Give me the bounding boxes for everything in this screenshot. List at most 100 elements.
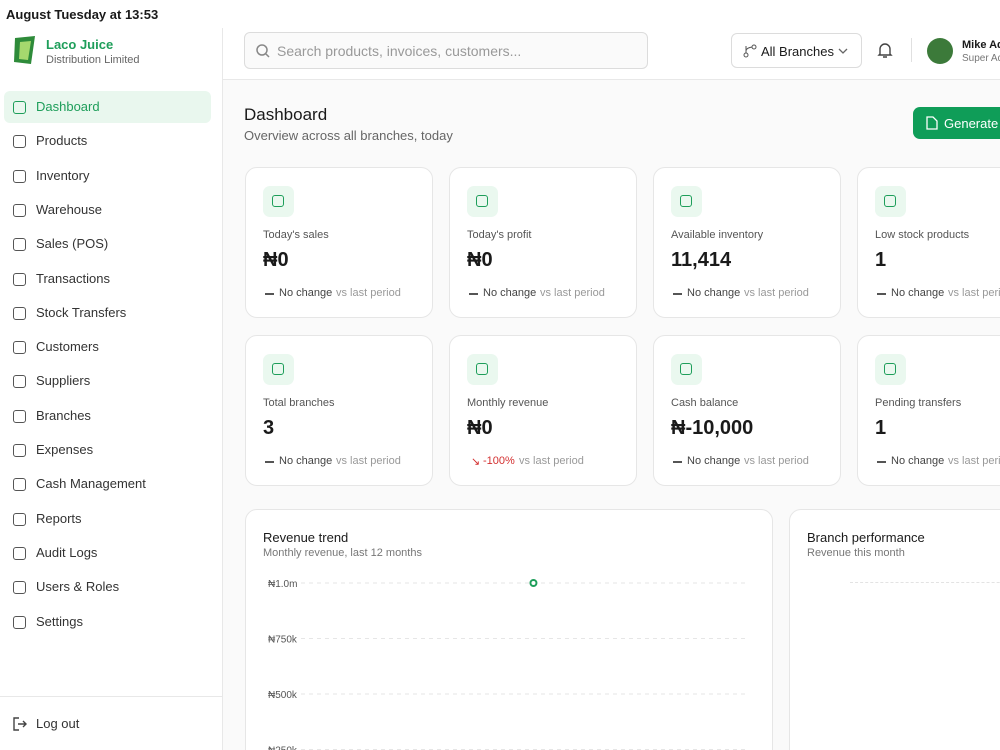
nav-label: Reports — [36, 510, 82, 526]
change-icon — [877, 293, 886, 295]
data-point — [529, 579, 538, 587]
y-tick-label: ₦250k — [268, 746, 298, 750]
stat-suffix: vs last period — [744, 455, 809, 467]
branch-title: Branch performance — [807, 530, 925, 545]
revenue-title: Revenue trend — [263, 530, 349, 545]
nav-label: Sales (POS) — [36, 236, 109, 252]
stat-change: No change — [483, 287, 537, 299]
stat-label: Available inventory — [671, 229, 764, 241]
nav-icon — [13, 101, 26, 114]
generate-button[interactable]: Generate — [913, 107, 1000, 139]
brand-logo — [14, 36, 35, 64]
stat-icon — [875, 354, 906, 385]
bell[interactable] — [876, 41, 894, 59]
change-icon — [265, 293, 274, 295]
nav-icon — [13, 512, 26, 526]
nav-icon — [13, 444, 26, 457]
stat-value: 11,414 — [671, 249, 732, 271]
nav-icon — [13, 272, 26, 286]
stat-icon — [263, 186, 294, 217]
nav-label: Dashboard — [36, 99, 100, 114]
nav-icon — [13, 169, 26, 183]
logout-separator — [0, 696, 222, 697]
generate-label: Generate — [944, 116, 999, 131]
stat-value: 3 — [263, 417, 275, 439]
stat-change: No change — [687, 455, 741, 467]
search-box[interactable]: Search products, invoices, customers... — [244, 32, 648, 69]
nav-label: Branches — [36, 407, 91, 423]
nav-icon — [13, 306, 26, 320]
doc-icon — [926, 116, 938, 130]
revenue-chart: ₦1.0m ₦750k ₦500k ₦250k — [268, 579, 748, 750]
stat-suffix: vs last period — [948, 455, 1000, 467]
change-icon — [265, 461, 274, 463]
stat-icon-glyph — [884, 195, 896, 207]
user-role: Super Ad — [962, 53, 1000, 64]
branch-selector[interactable]: All Branches — [731, 33, 862, 68]
stat-icon-glyph — [476, 195, 488, 207]
stat-label: Cash balance — [671, 397, 739, 409]
nav-icon — [13, 341, 26, 355]
stat-icon — [263, 354, 294, 385]
nav-label: Stock Transfers — [36, 304, 127, 320]
change-icon — [673, 293, 682, 295]
nav-icon — [13, 135, 26, 149]
change-icon: ↘ — [471, 456, 481, 468]
stat-value: 1 — [875, 417, 887, 439]
stat-icon-glyph — [476, 363, 488, 375]
stat-icon — [875, 186, 906, 217]
nav-icon — [13, 478, 26, 492]
chevron — [838, 48, 848, 54]
user-name: Mike Ad — [962, 39, 1000, 51]
stat-change: No change — [891, 455, 945, 467]
branch-subtitle: Revenue this month — [807, 547, 905, 559]
stat-label: Today's profit — [467, 229, 532, 241]
nav-icon — [13, 203, 26, 217]
status-time: August Tuesday at 13:53 — [6, 7, 159, 22]
stat-label: Monthly revenue — [467, 397, 549, 409]
stat-icon-glyph — [272, 195, 284, 207]
stat-icon — [467, 186, 498, 217]
stat-change: -100% — [483, 455, 515, 467]
stat-icon-glyph — [272, 363, 284, 375]
nav-label: Settings — [36, 613, 83, 629]
stat-value: ₦0 — [467, 417, 493, 439]
y-tick-label: ₦750k — [268, 635, 298, 646]
nav-icon — [13, 375, 26, 389]
stat-icon — [467, 354, 498, 385]
stat-change: No change — [891, 287, 945, 299]
nav-label: Suppliers — [36, 373, 91, 389]
divider — [911, 38, 912, 62]
nav-label: Products — [36, 133, 88, 149]
stat-label: Pending transfers — [875, 397, 962, 409]
stat-icon-glyph — [680, 195, 692, 207]
brand-subtitle: Distribution Limited — [46, 54, 140, 66]
stat-value: ₦0 — [263, 249, 289, 271]
stat-change: No change — [687, 287, 741, 299]
stat-icon — [671, 354, 702, 385]
stat-suffix: vs last period — [744, 287, 809, 299]
search-icon — [256, 44, 270, 58]
brand-name: Laco Juice — [46, 37, 114, 52]
branch-grid — [850, 582, 1000, 583]
nav-item[interactable] — [4, 91, 211, 123]
stat-change: No change — [279, 287, 333, 299]
y-tick-label: ₦500k — [268, 690, 298, 701]
stat-suffix: vs last period — [336, 287, 401, 299]
avatar[interactable] — [927, 38, 953, 64]
branch-icon — [743, 44, 757, 58]
sidebar-border — [222, 28, 223, 750]
nav-icon — [13, 581, 26, 595]
page-title: Dashboard — [244, 105, 328, 124]
branch-card: Branch performance Revenue this month — [789, 509, 1000, 750]
stat-change: No change — [279, 455, 333, 467]
change-icon — [673, 461, 682, 463]
stat-value: 1 — [875, 249, 887, 271]
stat-label: Today's sales — [263, 229, 329, 241]
stat-value: ₦-10,000 — [671, 417, 754, 439]
logout[interactable]: Log out — [36, 716, 80, 731]
nav-label: Transactions — [36, 270, 110, 286]
nav-label: Warehouse — [36, 201, 102, 217]
nav-label: Customers — [36, 339, 99, 355]
